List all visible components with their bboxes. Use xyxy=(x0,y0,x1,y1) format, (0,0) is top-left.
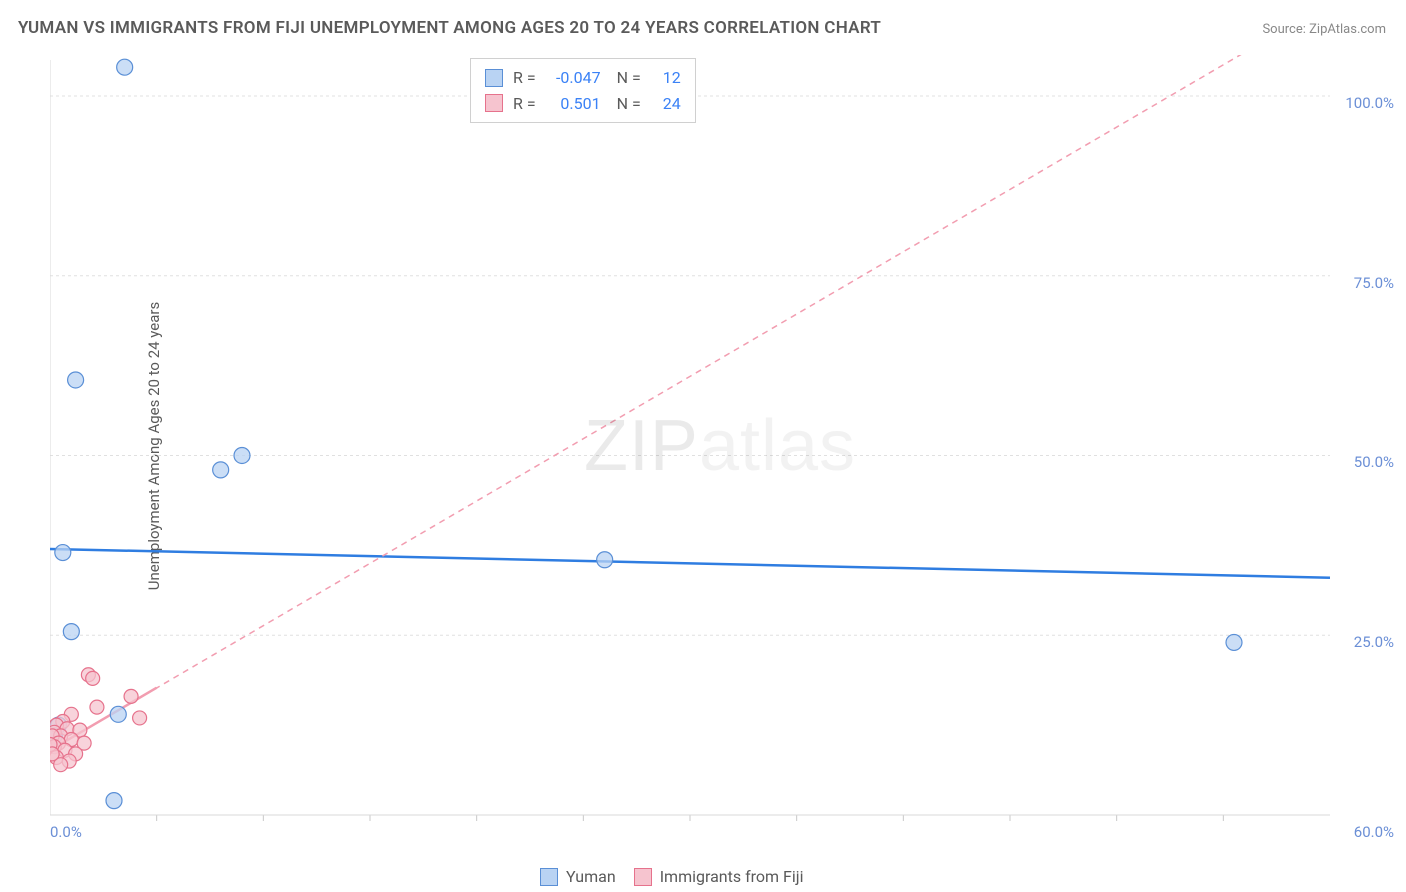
n-label: N = xyxy=(617,91,641,117)
r-label: R = xyxy=(513,65,536,91)
stats-row: R = 0.501 N = 24 xyxy=(485,91,681,117)
series-swatch xyxy=(634,868,652,886)
r-label: R = xyxy=(513,91,536,117)
r-value: -0.047 xyxy=(546,65,601,91)
y-tick-label: 75.0% xyxy=(1354,274,1394,292)
y-tick-label: 100.0% xyxy=(1345,94,1394,112)
n-value: 24 xyxy=(651,91,681,117)
legend-item: Immigrants from Fiji xyxy=(634,867,804,886)
chart-title: YUMAN VS IMMIGRANTS FROM FIJI UNEMPLOYME… xyxy=(18,18,881,38)
chart-plot-area: ZIPatlas xyxy=(50,55,1390,845)
scatter-plot-svg xyxy=(50,55,1390,845)
r-value: 0.501 xyxy=(546,91,601,117)
legend-label: Yuman xyxy=(566,867,616,886)
x-tick-label: 0.0% xyxy=(50,823,82,841)
source-link[interactable]: ZipAtlas.com xyxy=(1309,22,1386,37)
n-label: N = xyxy=(617,65,641,91)
correlation-stats-box: R = -0.047 N = 12 R = 0.501 N = 24 xyxy=(470,58,696,123)
n-value: 12 xyxy=(651,65,681,91)
legend-item: Yuman xyxy=(540,867,616,886)
source-label: Source: xyxy=(1262,22,1305,37)
y-tick-label: 25.0% xyxy=(1354,633,1394,651)
stats-row: R = -0.047 N = 12 xyxy=(485,65,681,91)
x-tick-label: 60.0% xyxy=(1354,823,1394,841)
series-swatch xyxy=(540,868,558,886)
y-tick-label: 50.0% xyxy=(1354,453,1394,471)
series-swatch xyxy=(485,94,503,112)
source-attribution: Source: ZipAtlas.com xyxy=(1262,22,1386,37)
legend: Yuman Immigrants from Fiji xyxy=(540,867,804,886)
series-swatch xyxy=(485,69,503,87)
legend-label: Immigrants from Fiji xyxy=(660,867,804,886)
